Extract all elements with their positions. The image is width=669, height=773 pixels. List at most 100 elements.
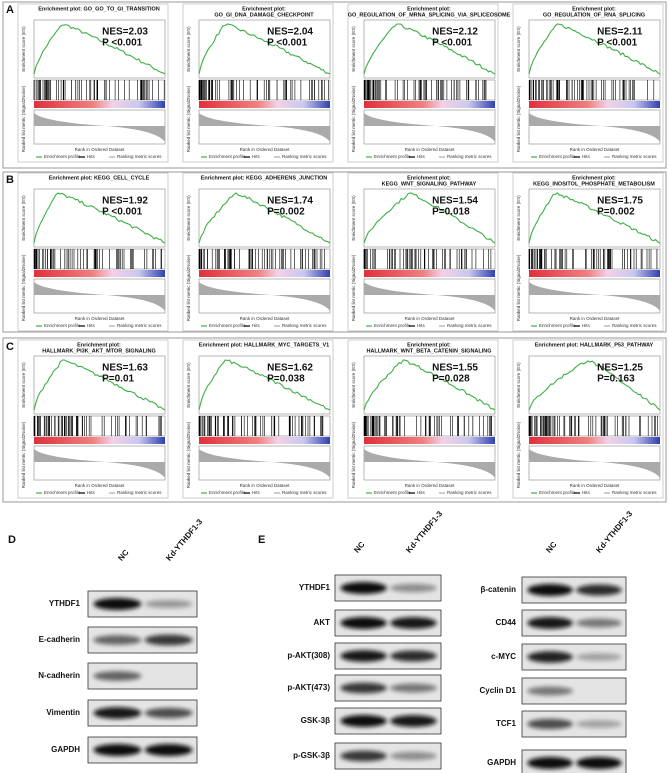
rank-color-bar — [364, 270, 495, 277]
protein-label: Vimentin — [46, 708, 80, 717]
metric-area — [34, 282, 165, 311]
p-value: P <0.001 — [102, 38, 143, 49]
nes-value: NES=1.25 — [597, 363, 643, 374]
legend-item: Enrichment profile — [209, 154, 246, 159]
plot-title: Enrichment plot: — [572, 175, 616, 181]
legend-item: Enrichment profile — [44, 490, 81, 495]
blot-band — [340, 582, 387, 594]
es-axes — [363, 19, 496, 79]
metric-area — [529, 113, 660, 142]
hits — [198, 416, 324, 436]
legend-item: Ranking metric scores — [612, 490, 657, 495]
x-axis-label: Rank in Ordered Dataset — [240, 147, 291, 152]
metric-area — [364, 449, 495, 478]
protein-label: p-AKT(473) — [287, 683, 330, 692]
es-curve — [528, 192, 661, 244]
es-axis-label: Enrichment score (ES) — [186, 195, 191, 241]
rank-color-bar — [364, 437, 495, 444]
nes-value: NES=1.74 — [267, 196, 313, 207]
protein-label: AKT — [314, 618, 331, 627]
es-axes — [33, 355, 166, 415]
legend-item: Hits — [87, 154, 95, 159]
es-curve — [363, 23, 496, 75]
es-curve — [528, 23, 661, 75]
metric-axis-label: Ranked list metric (Signal2Noise) — [351, 254, 356, 321]
rank-color-bar — [34, 270, 165, 277]
es-axes — [528, 19, 661, 79]
blot-band — [527, 718, 573, 730]
legend-item: Hits — [252, 154, 260, 159]
hits — [363, 80, 487, 100]
plot-frame — [182, 172, 334, 332]
plot-title: KEGG_INOSITOL_PHOSPHATE_METABOLISM — [533, 181, 655, 187]
nes-value: NES=1.55 — [432, 363, 478, 374]
x-axis-label: Rank in Ordered Dataset — [75, 147, 126, 152]
es-curve — [363, 359, 496, 411]
es-curve — [528, 360, 661, 411]
legend-item: Hits — [252, 490, 260, 495]
gsea-plot: Enrichment plot: HALLMARK_P53_PATHWAY Enr… — [512, 339, 664, 499]
p-value: P=0.163 — [597, 374, 635, 385]
es-curve — [198, 192, 331, 244]
plot-title: Enrichment plot: — [407, 6, 451, 12]
es-axes — [33, 188, 166, 248]
blot-band — [576, 720, 622, 728]
legend-item: Hits — [252, 323, 260, 328]
lane-label: NC — [352, 540, 366, 555]
metric-axis-label: Ranked list metric (Signal2Noise) — [21, 421, 26, 488]
es-axes — [198, 188, 331, 248]
p-value: P <0.001 — [102, 207, 143, 218]
blot-band — [340, 750, 387, 762]
x-axis-label: Rank in Ordered Dataset — [75, 316, 126, 321]
es-axes — [528, 188, 661, 248]
x-axis-label: Rank in Ordered Dataset — [570, 483, 621, 488]
blot-band — [390, 751, 437, 761]
gsea-plot: Enrichment plot:GO_GI_DNA_DAMAGE_CHECKPO… — [182, 3, 334, 163]
blot-band — [144, 634, 193, 646]
es-axes — [198, 19, 331, 79]
plot-frame — [17, 339, 169, 499]
metric-axis-label: Ranked list metric (Signal2Noise) — [186, 85, 191, 152]
metric-area — [364, 113, 495, 142]
blot-band — [93, 671, 142, 681]
legend-item: Enrichment profile — [44, 154, 81, 159]
legend-item: Hits — [417, 323, 425, 328]
es-axis-label: Enrichment score (ES) — [186, 362, 191, 408]
legend-item: Enrichment profile — [209, 490, 246, 495]
rank-color-bar — [34, 101, 165, 108]
lane-label: NC — [116, 548, 130, 563]
es-curve — [33, 359, 166, 411]
rank-color-bar — [199, 101, 330, 108]
lane-label: Kd-YTHDF1-3 — [404, 509, 444, 555]
metric-area — [199, 449, 330, 478]
metric-axis-label: Ranked list metric (Signal2Noise) — [351, 85, 356, 152]
legend-item: Enrichment profile — [44, 323, 81, 328]
blot-band — [527, 686, 573, 696]
protein-label: TCF1 — [496, 719, 517, 728]
gsea-plot: Enrichment plot:HALLMARK_PI3K_AKT_MTOR_S… — [17, 339, 169, 499]
plot-title: Enrichment plot: — [242, 6, 286, 12]
nes-value: NES=1.63 — [102, 363, 148, 374]
es-curve — [363, 192, 496, 244]
legend-item: Enrichment profile — [374, 490, 411, 495]
panel-frame — [2, 337, 667, 503]
es-axis-label: Enrichment score (ES) — [351, 26, 356, 72]
blot-band — [340, 650, 387, 662]
metric-axis-label: Ranked list metric (Signal2Noise) — [21, 254, 26, 321]
p-value: P=0.038 — [267, 374, 305, 385]
plot-title: Enrichment plot: KEGG_CELL_CYCLE — [49, 175, 150, 181]
nes-value: NES=1.62 — [267, 363, 313, 374]
blot-band — [390, 617, 437, 629]
hits — [33, 416, 162, 436]
plot-title: GO_GI_DNA_DAMAGE_CHECKPOINT — [214, 12, 314, 18]
hits — [363, 416, 492, 436]
es-axis-label: Enrichment score (ES) — [351, 195, 356, 241]
rank-color-bar — [529, 270, 660, 277]
blot-band — [93, 744, 142, 756]
hits — [363, 249, 492, 269]
blot-band — [576, 653, 622, 661]
x-axis-label: Rank in Ordered Dataset — [405, 316, 456, 321]
protein-label: c-MYC — [491, 652, 516, 661]
legend-item: Ranking metric scores — [612, 323, 657, 328]
metric-axis-label: Ranked list metric (Signal2Noise) — [21, 85, 26, 152]
